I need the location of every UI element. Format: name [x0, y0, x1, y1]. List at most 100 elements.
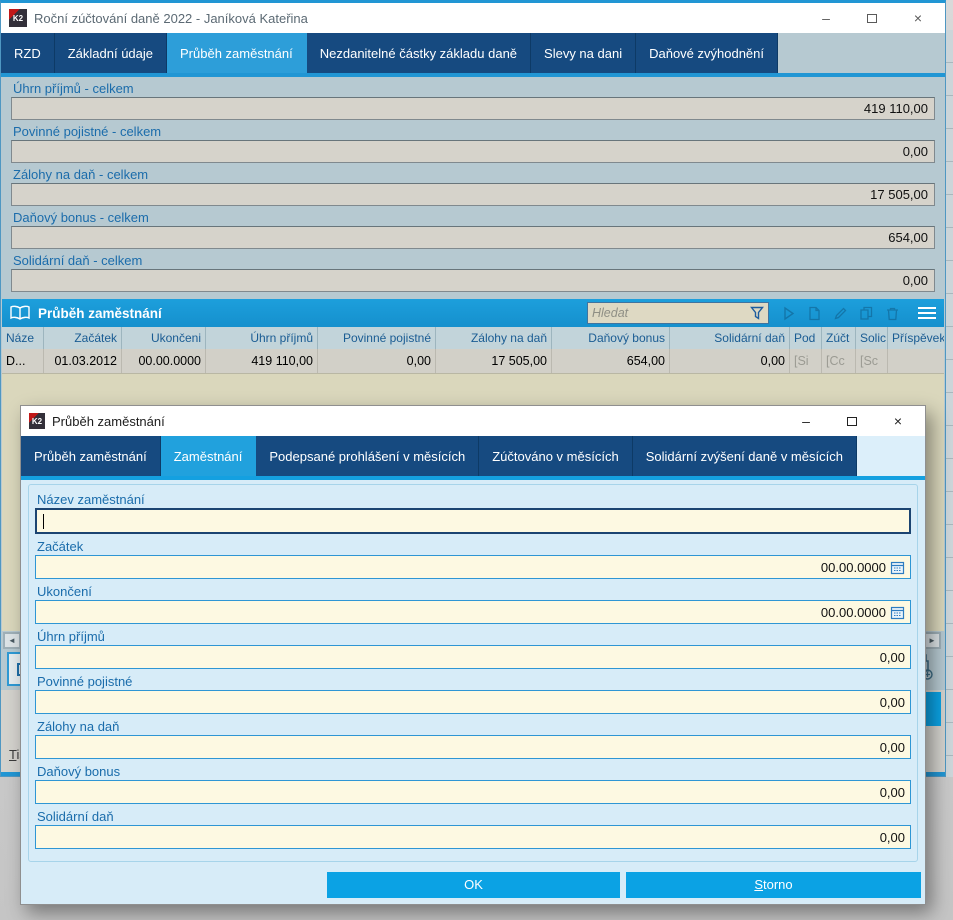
dialog-window-controls: – ×	[799, 407, 917, 435]
maximize-icon	[847, 417, 857, 426]
field-group: Úhrn příjmů - celkem 419 110,00	[11, 81, 935, 120]
background-scrollbar-strip	[946, 30, 953, 777]
field-group: Začátek 00.00.0000	[35, 539, 911, 579]
ok-button[interactable]: OK	[327, 872, 620, 898]
tab-prubeh-zamestnani[interactable]: Průběh zaměstnání	[167, 33, 307, 73]
row-cell: [Sc	[856, 349, 888, 373]
field-group: Solidární daň - celkem 0,00	[11, 253, 935, 292]
new-record-icon[interactable]	[807, 306, 822, 321]
field-group: Daňový bonus 0,00	[35, 764, 911, 804]
col-header-ukonceni[interactable]: Ukončeni	[122, 327, 206, 349]
search-input[interactable]	[592, 306, 746, 320]
minimize-button[interactable]: –	[802, 413, 810, 429]
minimize-button[interactable]: –	[822, 10, 830, 26]
solidarni-dan-input[interactable]: 0,00	[35, 825, 911, 849]
col-header-danovy-bonus[interactable]: Daňový bonus	[552, 327, 670, 349]
col-header-pod[interactable]: Pod	[790, 327, 822, 349]
row-cell: 0,00	[318, 349, 436, 373]
delete-icon[interactable]	[885, 306, 900, 321]
table-row[interactable]: D... 01.03.2012 00.00.0000 419 110,00 0,…	[2, 349, 944, 373]
storno-button[interactable]: Storno	[626, 872, 921, 898]
col-header-nazev[interactable]: Náze	[2, 327, 44, 349]
scroll-left-icon[interactable]: ◄	[4, 633, 20, 648]
window-title: Roční zúčtování daně 2022 - Janíková Kat…	[34, 10, 308, 26]
calendar-icon[interactable]	[890, 560, 905, 575]
app-logo-icon: K2	[29, 413, 45, 429]
row-cell: 654,00	[552, 349, 670, 373]
active-tab-rule	[1, 73, 945, 77]
field-group: Ukončení 00.00.0000	[35, 584, 911, 624]
search-box	[587, 302, 769, 324]
tab-slevy-na-dani[interactable]: Slevy na dani	[531, 33, 637, 73]
row-cell: 00.00.0000	[122, 349, 206, 373]
uhrn-prijmu-celkem-field[interactable]: 419 110,00	[11, 97, 935, 120]
zalohy-na-dan-celkem-field[interactable]: 17 505,00	[11, 183, 935, 206]
dialog-form-panel: Název zaměstnání Začátek 00.00.0000 Ukon…	[28, 484, 918, 862]
field-label: Daňový bonus	[37, 764, 121, 779]
col-header-zacatek[interactable]: Začátek	[44, 327, 122, 349]
field-group: Zálohy na daň 0,00	[35, 719, 911, 759]
run-icon[interactable]	[781, 306, 796, 321]
row-cell: 01.03.2012	[44, 349, 122, 373]
book-icon	[10, 305, 30, 320]
danovy-bonus-input[interactable]: 0,00	[35, 780, 911, 804]
close-button[interactable]: ×	[913, 10, 923, 26]
copy-icon[interactable]	[859, 306, 874, 321]
edit-icon[interactable]	[833, 306, 848, 321]
col-header-zuct[interactable]: Zúčt	[822, 327, 856, 349]
danovy-bonus-celkem-field[interactable]: 654,00	[11, 226, 935, 249]
col-header-uhrn-prijmu[interactable]: Úhrn příjmů	[206, 327, 318, 349]
povinne-pojistne-input[interactable]: 0,00	[35, 690, 911, 714]
row-cell: 419 110,00	[206, 349, 318, 373]
zalohy-na-dan-input[interactable]: 0,00	[35, 735, 911, 759]
close-button[interactable]: ×	[893, 413, 903, 429]
dtab-podepsane-prohlaseni[interactable]: Podepsané prohlášení v měsících	[256, 436, 480, 476]
field-group: Zálohy na daň - celkem 17 505,00	[11, 167, 935, 206]
zacatek-date-input[interactable]: 00.00.0000	[35, 555, 911, 579]
tab-zakladni-udaje[interactable]: Základní údaje	[54, 33, 167, 73]
row-cell: 0,00	[670, 349, 790, 373]
dtab-zuctovano[interactable]: Zúčtováno v měsících	[479, 436, 633, 476]
col-header-zalohy-na-dan[interactable]: Zálohy na daň	[436, 327, 552, 349]
window-controls: – ×	[819, 4, 937, 32]
uhrn-prijmu-input[interactable]: 0,00	[35, 645, 911, 669]
dtab-solidarni-zvyseni[interactable]: Solidární zvýšení daně v měsících	[632, 436, 857, 476]
field-value: 00.00.0000	[820, 559, 886, 575]
field-label: Úhrn příjmů	[37, 629, 105, 644]
field-label: Solidární daň	[37, 809, 114, 824]
nazev-zamestnani-input[interactable]	[35, 508, 911, 534]
main-titlebar: K2 Roční zúčtování daně 2022 - Janíková …	[1, 3, 945, 33]
main-tabstrip: RZD Základní údaje Průběh zaměstnání Nez…	[1, 33, 945, 73]
row-cell	[888, 349, 944, 373]
povinne-pojistne-celkem-field[interactable]: 0,00	[11, 140, 935, 163]
dialog-active-tab-rule	[21, 476, 925, 480]
grid-toolbar	[781, 306, 900, 321]
col-header-prispevek[interactable]: Příspěvek za	[888, 327, 944, 349]
ukonceni-date-input[interactable]: 00.00.0000	[35, 600, 911, 624]
field-label: Začátek	[37, 539, 84, 554]
maximize-button[interactable]	[845, 407, 859, 435]
col-header-povinne-pojistne[interactable]: Povinné pojistné	[318, 327, 436, 349]
scroll-right-icon[interactable]: ►	[924, 633, 940, 648]
maximize-button[interactable]	[865, 4, 879, 32]
field-group: Povinné pojistné 0,00	[35, 674, 911, 714]
maximize-icon	[867, 14, 877, 23]
prubeh-zamestnani-dialog: K2 Průběh zaměstnání – × Průběh zaměstná…	[20, 405, 926, 905]
dtab-zamestnani[interactable]: Zaměstnání	[160, 436, 257, 476]
grid-menu-icon[interactable]	[918, 307, 936, 319]
filter-icon[interactable]	[750, 306, 764, 320]
text-caret	[43, 513, 44, 529]
row-cell: [Cc	[822, 349, 856, 373]
field-label: Zálohy na daň	[37, 719, 120, 734]
field-label: Daňový bonus - celkem	[13, 210, 149, 225]
dtab-prubeh-zamestnani[interactable]: Průběh zaměstnání	[21, 436, 161, 476]
tab-nezdanitelne-castky[interactable]: Nezdanitelné částky základu daně	[306, 33, 532, 73]
field-group: Úhrn příjmů 0,00	[35, 629, 911, 669]
tab-rzd[interactable]: RZD	[1, 33, 55, 73]
calendar-icon[interactable]	[890, 605, 905, 620]
grid-section-title: Průběh zaměstnání	[38, 305, 162, 321]
tab-danove-zvyhodneni[interactable]: Daňové zvýhodnění	[636, 33, 779, 73]
col-header-solidarni-dan[interactable]: Solidární daň	[670, 327, 790, 349]
solidarni-dan-celkem-field[interactable]: 0,00	[11, 269, 935, 292]
col-header-solid[interactable]: Solic	[856, 327, 888, 349]
